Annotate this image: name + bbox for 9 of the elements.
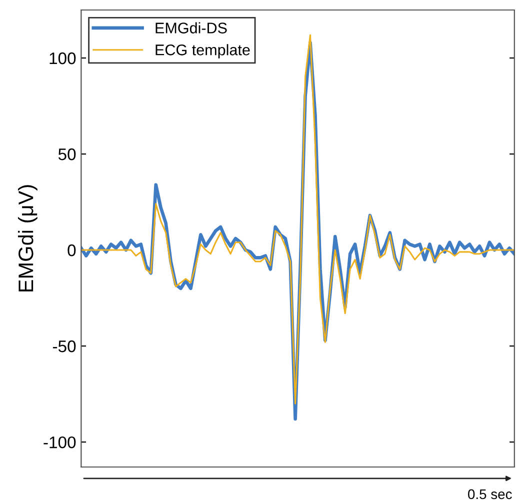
legend-label: EMGdi-DS xyxy=(156,22,227,34)
y-tick-label: 50 xyxy=(58,148,76,160)
text: 0.5 sec xyxy=(468,489,512,500)
y-tick-label: -50 xyxy=(52,340,76,352)
y-tick-label: 0 xyxy=(68,244,76,256)
legend-label: ECG template xyxy=(156,44,250,58)
y-tick-label: 100 xyxy=(50,52,76,64)
y-tick-label: -100 xyxy=(44,436,76,448)
y-axis-title: EMGdi (μV) xyxy=(18,185,38,292)
